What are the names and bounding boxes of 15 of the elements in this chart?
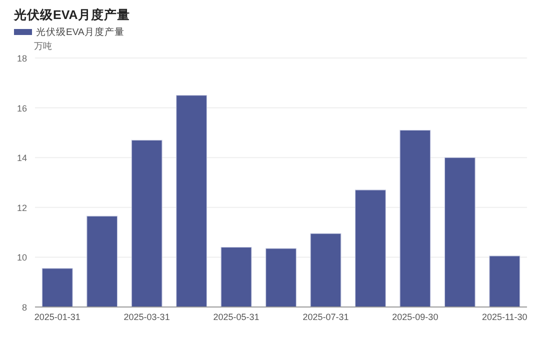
- y-tick-label: 16: [16, 103, 27, 114]
- y-tick-label: 14: [16, 153, 27, 164]
- legend-label: 光伏级EVA月度产量: [36, 26, 124, 38]
- x-tick-label: 2025-11-30: [482, 312, 528, 322]
- x-tick-label: 2025-05-31: [213, 312, 260, 322]
- x-tick-label: 2025-03-31: [124, 312, 170, 322]
- x-tick-label: 2025-01-31: [34, 312, 80, 322]
- chart-title: 光伏级EVA月度产量: [13, 7, 130, 22]
- y-tick-label: 12: [16, 202, 27, 213]
- x-tick-label: 2025-09-30: [392, 312, 438, 322]
- x-tick-label: 2025-07-31: [302, 312, 349, 322]
- y-tick-label: 10: [16, 252, 27, 263]
- y-axis-title: 万吨: [34, 41, 52, 51]
- y-tick-label: 8: [22, 302, 27, 312]
- y-tick-label: 18: [16, 54, 27, 64]
